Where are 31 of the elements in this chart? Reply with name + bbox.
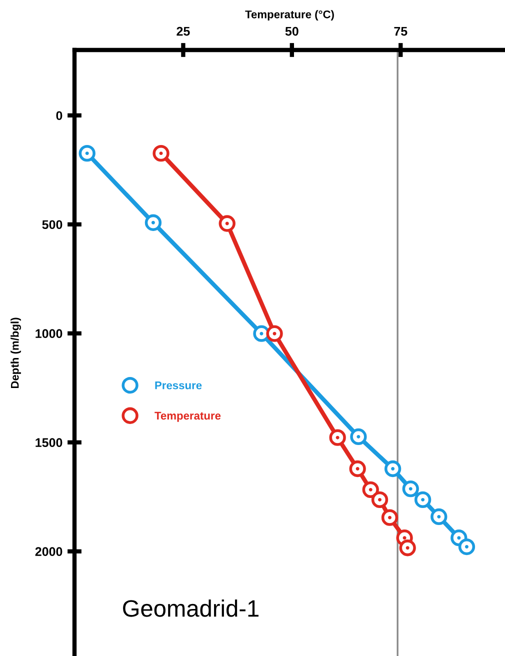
point <box>402 480 419 498</box>
point <box>329 429 346 446</box>
point <box>78 144 96 162</box>
point <box>144 214 162 231</box>
point <box>152 144 170 162</box>
point <box>381 509 398 526</box>
point <box>399 540 416 556</box>
point <box>253 325 270 342</box>
x-tick-label: 25 <box>176 26 190 36</box>
legend-label: Temperature <box>154 412 221 422</box>
point <box>266 325 283 342</box>
point <box>458 538 476 556</box>
point <box>384 460 402 478</box>
point <box>349 460 366 478</box>
x-tick-label: 75 <box>394 27 408 36</box>
point <box>350 428 367 446</box>
point <box>414 491 432 508</box>
y-tick-label: 2000 <box>35 547 62 556</box>
point <box>362 481 379 498</box>
annotation: Geomadrid-1 <box>123 600 258 617</box>
point <box>371 491 388 508</box>
y-tick-label: 1000 <box>36 329 62 338</box>
y-tick-label: 0 <box>56 111 62 120</box>
y-axis-title: Depth (m/bgl) <box>10 318 21 388</box>
y-tick-label: 1500 <box>36 438 62 448</box>
x-axis-title: Temperature (°C) <box>245 10 334 21</box>
y-tick-label: 500 <box>42 220 62 230</box>
legend-label: Pressure <box>155 382 202 390</box>
x-tick-label: 50 <box>285 26 298 36</box>
point <box>218 215 236 232</box>
point <box>430 508 448 526</box>
